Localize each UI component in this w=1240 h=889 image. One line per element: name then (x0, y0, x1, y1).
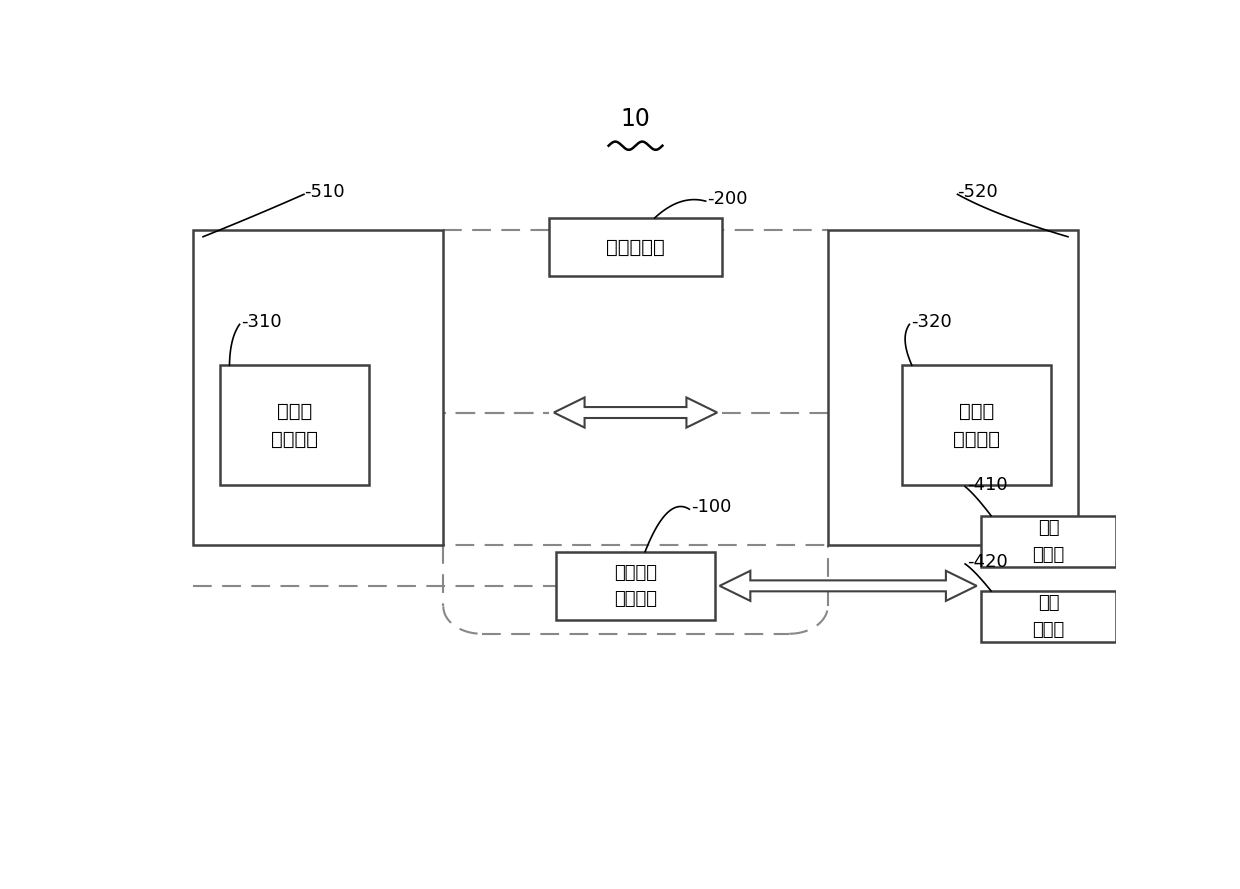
Text: 变压器
检测模块: 变压器 检测模块 (270, 402, 317, 448)
Text: -510: -510 (304, 183, 345, 201)
Text: 待测
避雷器: 待测 避雷器 (1033, 595, 1065, 639)
Text: 自动导引
运输模块: 自动导引 运输模块 (614, 564, 657, 608)
Bar (193, 230, 444, 545)
Text: -410: -410 (967, 476, 1008, 493)
Text: 10: 10 (620, 107, 651, 131)
PathPatch shape (719, 571, 977, 601)
Bar (982, 591, 1116, 643)
Text: -310: -310 (242, 313, 283, 332)
Text: -100: -100 (691, 498, 732, 517)
Text: -520: -520 (957, 183, 998, 201)
Bar (903, 365, 1052, 485)
Bar (557, 551, 714, 621)
Text: -320: -320 (911, 313, 952, 332)
PathPatch shape (554, 397, 717, 428)
Text: 待测
变压器: 待测 变压器 (1033, 519, 1065, 564)
Bar (549, 218, 722, 276)
Text: 避雷器
检测模块: 避雷器 检测模块 (954, 402, 1001, 448)
Text: 机械臂模块: 机械臂模块 (606, 237, 665, 257)
Text: -200: -200 (708, 190, 748, 208)
Bar (982, 516, 1116, 567)
Bar (219, 365, 368, 485)
Text: -420: -420 (967, 553, 1008, 571)
Bar (828, 230, 1078, 545)
